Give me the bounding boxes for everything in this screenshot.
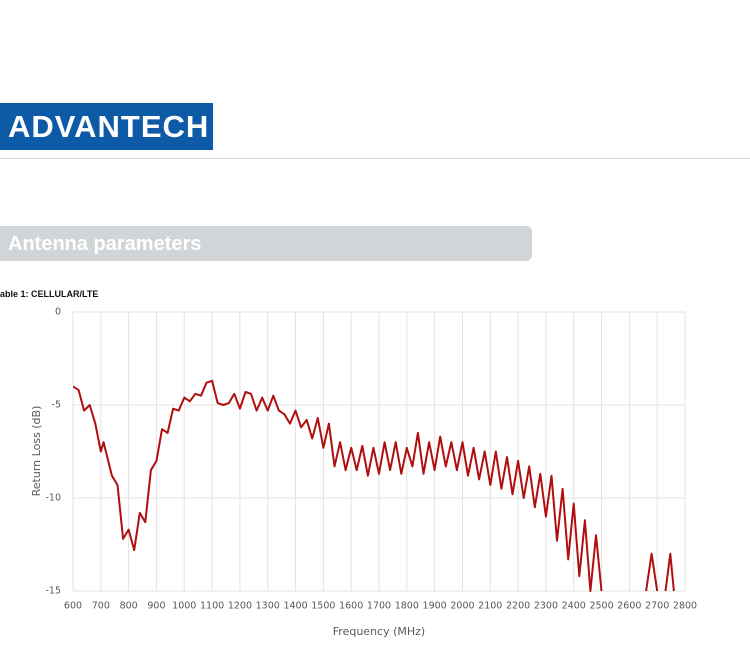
x-axis-title: Frequency (MHz) <box>333 625 425 638</box>
x-tick-label: 2700 <box>645 601 669 612</box>
header-rule <box>0 158 750 159</box>
table-caption: able 1: CELLULAR/LTE <box>0 289 99 299</box>
x-tick-label: 2500 <box>589 601 613 612</box>
x-tick-label: 1200 <box>228 601 252 612</box>
x-tick-label: 2000 <box>450 601 474 612</box>
x-tick-label: 700 <box>92 601 110 612</box>
x-tick-label: 1700 <box>367 601 391 612</box>
y-tick-label: 0 <box>55 307 61 318</box>
x-tick-label: 2600 <box>617 601 641 612</box>
x-tick-label: 1300 <box>256 601 280 612</box>
section-title: Antenna parameters <box>0 226 532 261</box>
y-tick-label: -10 <box>45 493 61 504</box>
x-tick-label: 2300 <box>534 601 558 612</box>
x-tick-label: 2800 <box>673 601 697 612</box>
x-tick-label: 1900 <box>423 601 447 612</box>
x-tick-label: 1400 <box>283 601 307 612</box>
x-tick-label: 900 <box>147 601 165 612</box>
data-line <box>73 379 675 592</box>
logo: ADVANTECH <box>0 103 213 150</box>
x-tick-label: 2400 <box>562 601 586 612</box>
y-tick-label: -5 <box>52 400 61 411</box>
y-axis-title: Return Loss (dB) <box>30 406 43 497</box>
x-tick-label: 1800 <box>395 601 419 612</box>
x-tick-label: 600 <box>64 601 82 612</box>
x-tick-label: 1100 <box>200 601 224 612</box>
x-tick-label: 1600 <box>339 601 363 612</box>
x-tick-label: 1000 <box>172 601 196 612</box>
y-tick-label: -15 <box>45 586 61 597</box>
x-tick-label: 800 <box>120 601 138 612</box>
x-tick-label: 2100 <box>478 601 502 612</box>
x-tick-label: 1500 <box>311 601 335 612</box>
x-tick-label: 2200 <box>506 601 530 612</box>
